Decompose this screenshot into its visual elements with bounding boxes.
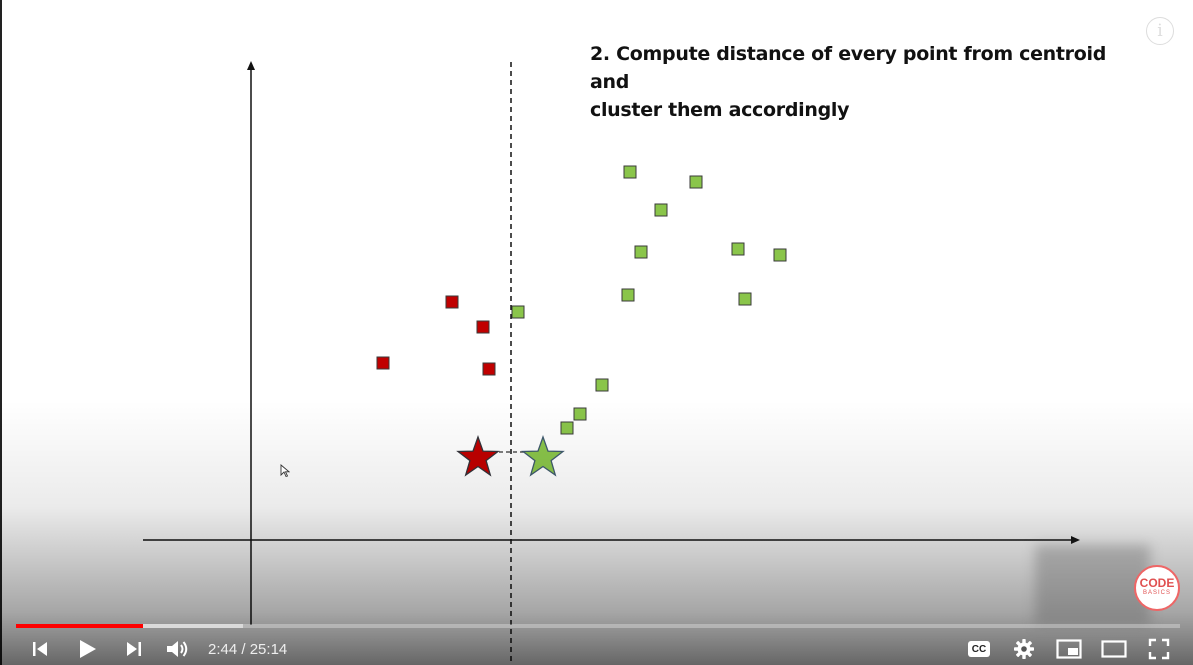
green-data-point — [511, 305, 525, 319]
time-separator: / — [237, 641, 250, 658]
green-data-point — [634, 245, 648, 259]
slide-title-line-2: cluster them accordingly — [590, 99, 850, 121]
green-data-point — [773, 248, 787, 262]
blurred-watermark — [1035, 545, 1150, 625]
green-data-point — [560, 421, 574, 435]
red-data-point — [445, 295, 459, 309]
x-axis — [143, 536, 1080, 544]
green-data-point — [621, 288, 635, 302]
player-controls: 2:44 / 25:14 CC — [0, 632, 1193, 665]
green-data-point — [595, 378, 609, 392]
green-data-point — [738, 292, 752, 306]
closed-captions-icon: CC — [968, 641, 990, 657]
slide-title-line-1: 2. Compute distance of every point from … — [590, 43, 1107, 93]
cc-label: CC — [971, 643, 987, 655]
codebasics-logo[interactable]: CODE BASICS — [1134, 565, 1180, 611]
green-data-point — [654, 203, 668, 217]
player-edge — [0, 0, 2, 665]
red-data-point — [482, 362, 496, 376]
play-icon[interactable] — [74, 636, 100, 662]
gear-icon — [1014, 639, 1034, 659]
red-centroid-star — [456, 435, 500, 477]
duration: 25:14 — [249, 641, 288, 658]
green-data-point — [731, 242, 745, 256]
miniplayer-icon[interactable] — [1055, 636, 1083, 662]
red-data-point — [376, 356, 390, 370]
logo-text-top: CODE — [1139, 576, 1175, 590]
progress-played — [16, 624, 143, 628]
skip-previous-icon[interactable] — [28, 636, 52, 662]
logo-text-bottom: BASICS — [1142, 590, 1171, 596]
progress-bar[interactable] — [16, 624, 1180, 628]
time-display: 2:44 / 25:14 — [208, 641, 287, 658]
mouse-cursor-icon — [280, 464, 290, 478]
info-icon[interactable]: i — [1146, 17, 1174, 45]
current-time: 2:44 — [208, 641, 238, 658]
volume-icon[interactable] — [164, 636, 192, 662]
settings-button[interactable] — [1011, 636, 1037, 662]
skip-next-icon[interactable] — [122, 636, 146, 662]
green-data-point — [689, 175, 703, 189]
closed-captions-button[interactable]: CC — [966, 636, 992, 662]
slide-title: 2. Compute distance of every point from … — [590, 40, 1130, 124]
green-data-point — [573, 407, 587, 421]
green-centroid-star — [521, 435, 565, 477]
red-data-point — [476, 320, 490, 334]
fullscreen-icon[interactable] — [1146, 636, 1172, 662]
theater-mode-icon[interactable] — [1100, 636, 1128, 662]
green-data-point — [623, 165, 637, 179]
